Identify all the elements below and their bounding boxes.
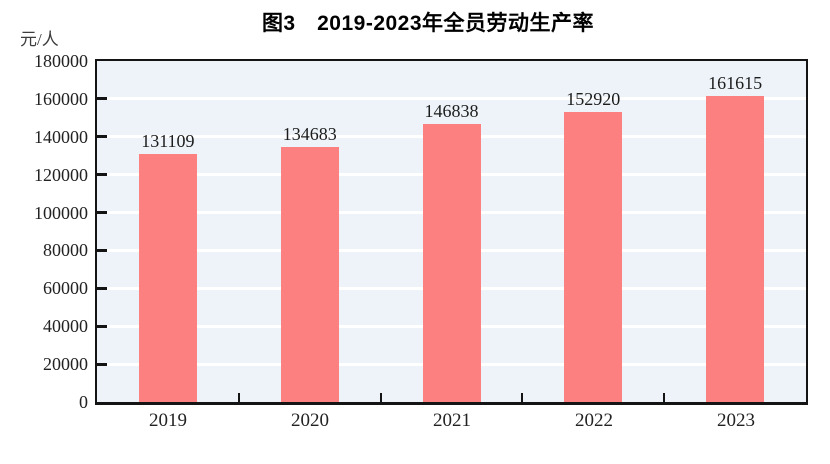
bar-value-label: 146838 — [424, 100, 479, 121]
x-tick-mark — [521, 393, 524, 402]
y-tick-label: 60000 — [43, 278, 88, 299]
y-tick-mark — [97, 286, 107, 290]
y-tick-label: 100000 — [34, 202, 88, 223]
y-tick-label: 80000 — [43, 240, 88, 261]
y-tick-label: 160000 — [34, 88, 88, 109]
bar — [422, 123, 481, 402]
y-tick-label: 140000 — [34, 126, 88, 147]
y-tick-label: 40000 — [43, 316, 88, 337]
x-axis-labels: 2019 2020 2021 2022 2023 — [97, 411, 807, 437]
y-tick-label: 0 — [79, 392, 88, 412]
bar — [564, 112, 623, 402]
y-tick-label: 180000 — [34, 51, 88, 71]
bar — [706, 95, 765, 402]
chart-title: 图3 2019-2023年全员劳动生产率 — [261, 12, 595, 35]
bar-value-label: 161615 — [708, 72, 763, 93]
bar — [138, 153, 197, 402]
y-tick-mark — [97, 248, 107, 252]
x-tick-mark — [237, 393, 240, 402]
bar-value-label: 131109 — [141, 130, 195, 151]
x-tick-label: 2021 — [433, 410, 471, 431]
y-axis-unit-label: 元/人 — [20, 30, 59, 49]
x-tick-label: 2020 — [291, 410, 329, 431]
y-tick-mark — [97, 211, 107, 215]
bar-value-label: 152920 — [566, 89, 621, 110]
y-tick-mark — [97, 97, 107, 101]
y-tick-mark — [97, 173, 107, 177]
x-tick-mark — [379, 393, 382, 402]
x-tick-label: 2023 — [717, 410, 755, 431]
plot-inner: 131109 134683 146838 152920 161615 — [97, 61, 806, 402]
x-tick-label: 2019 — [149, 410, 187, 431]
bar — [280, 146, 339, 402]
plot-area: 131109 134683 146838 152920 161615 — [95, 59, 808, 405]
x-tick-mark — [663, 393, 666, 402]
y-tick-mark — [97, 135, 107, 139]
x-tick-label: 2022 — [575, 410, 613, 431]
y-tick-mark — [97, 362, 107, 366]
y-tick-label: 120000 — [34, 164, 88, 185]
y-tick-label: 20000 — [43, 354, 88, 375]
bar-value-label: 134683 — [282, 123, 337, 144]
y-tick-mark — [97, 324, 107, 328]
gridline — [97, 97, 806, 101]
y-axis-labels: 0 20000 40000 60000 80000 100000 120000 140000 1… — [0, 52, 88, 411]
